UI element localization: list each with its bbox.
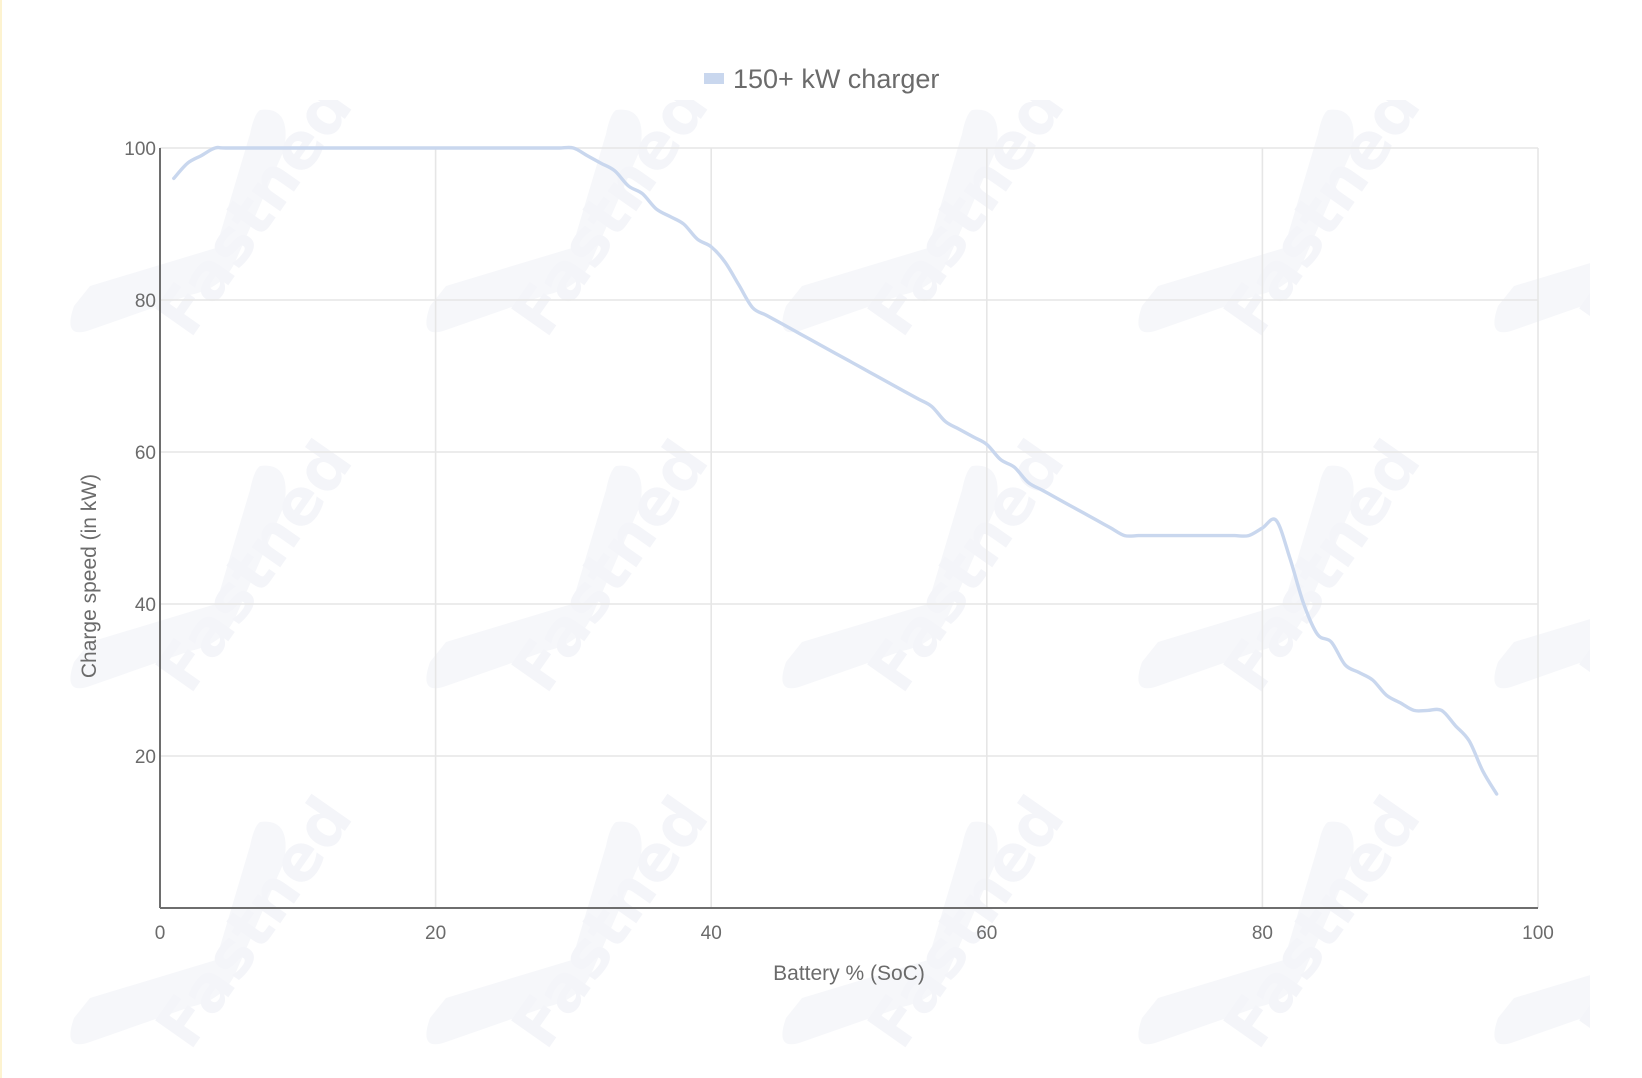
watermark-logo: Fastned	[1494, 72, 1642, 349]
y-tick-label: 100	[124, 139, 156, 160]
legend-swatch	[704, 73, 724, 84]
y-tick-label: 40	[135, 595, 156, 616]
watermark-logo: Fastned	[426, 784, 724, 1061]
watermark-brand-text: Fastned	[854, 428, 1079, 705]
legend[interactable]: 150+ kW charger	[704, 64, 939, 94]
legend-label: 150+ kW charger	[733, 64, 939, 94]
watermark-mark-shape	[70, 821, 286, 1045]
watermark-logo: Fastned	[70, 428, 368, 705]
watermark-logo: Fastned	[1138, 428, 1436, 705]
x-tick-label: 60	[976, 923, 997, 944]
x-tick-label: 0	[155, 923, 166, 944]
watermark-brand-text: Fastned	[1210, 428, 1435, 705]
watermark-brand-text: Fastned	[1566, 784, 1642, 1061]
watermark-brand-text: Fastned	[1210, 784, 1435, 1061]
x-axis-title: Battery % (SoC)	[773, 962, 925, 985]
watermark-layer: Fastned Fastned Fastned Fastned Fastned Fastn…	[70, 72, 1642, 1061]
watermark-mark-shape	[1138, 109, 1354, 333]
y-tick-label: 80	[135, 291, 156, 312]
watermark-logo: Fastned	[426, 72, 724, 349]
watermark-mark-shape	[70, 465, 286, 689]
watermark-brand-text: Fastned	[498, 428, 723, 705]
watermark-brand-text: Fastned	[854, 784, 1079, 1061]
watermark-brand-text: Fastned	[498, 72, 723, 349]
watermark-mark-shape	[70, 109, 286, 333]
watermark-logo: Fastned	[1138, 784, 1436, 1061]
watermark-logo: Fastned	[782, 428, 1080, 705]
watermark-logo: Fastned	[782, 784, 1080, 1061]
watermark-mark-shape	[782, 821, 998, 1045]
watermark-brand-text: Fastned	[1566, 428, 1642, 705]
watermark-mark-shape	[1494, 619, 1590, 689]
y-tick-label: 60	[135, 443, 156, 464]
watermark-brand-text: Fastned	[1210, 72, 1435, 349]
watermark-brand-text: Fastned	[142, 72, 367, 349]
watermark-mark-shape	[1494, 975, 1590, 1045]
y-axis-title: Charge speed (in kW)	[78, 474, 101, 678]
watermark-brand-text: Fastned	[498, 784, 723, 1061]
watermark-brand-text: Fastned	[142, 784, 367, 1061]
watermark-logo: Fastned	[1138, 72, 1436, 349]
axes-layer: 0 20 40 60 80 100 20 40 60 80 100	[124, 139, 1554, 944]
watermark-mark-shape	[1138, 821, 1354, 1045]
series-line-150kw	[172, 145, 1499, 796]
watermark-brand-text: Fastned	[1566, 72, 1642, 349]
y-tick-label: 20	[135, 747, 156, 768]
watermark-logo: Fastned	[1494, 784, 1642, 1061]
x-tick-label: 100	[1522, 923, 1554, 944]
x-tick-label: 40	[701, 923, 722, 944]
watermark-brand-text: Fastned	[854, 72, 1079, 349]
watermark-mark-shape	[426, 821, 642, 1045]
watermark-logo: Fastned	[1494, 428, 1642, 705]
watermark-brand-text: Fastned	[142, 428, 367, 705]
watermark-mark-shape	[782, 465, 998, 689]
x-tick-label: 20	[425, 923, 446, 944]
watermark-mark-shape	[426, 465, 642, 689]
x-tick-label: 80	[1252, 923, 1273, 944]
watermark-mark-shape	[782, 109, 998, 333]
watermark-logo: Fastned	[70, 784, 368, 1061]
watermark-mark-shape	[426, 109, 642, 333]
watermark-logo: Fastned	[426, 428, 724, 705]
series-layer	[172, 145, 1499, 796]
watermark-mark-shape	[1138, 465, 1354, 689]
watermark-logo: Fastned	[70, 72, 368, 349]
watermark-logo: Fastned	[782, 72, 1080, 349]
watermark-mark-shape	[1494, 263, 1590, 333]
left-frame-edge	[0, 0, 2, 1078]
